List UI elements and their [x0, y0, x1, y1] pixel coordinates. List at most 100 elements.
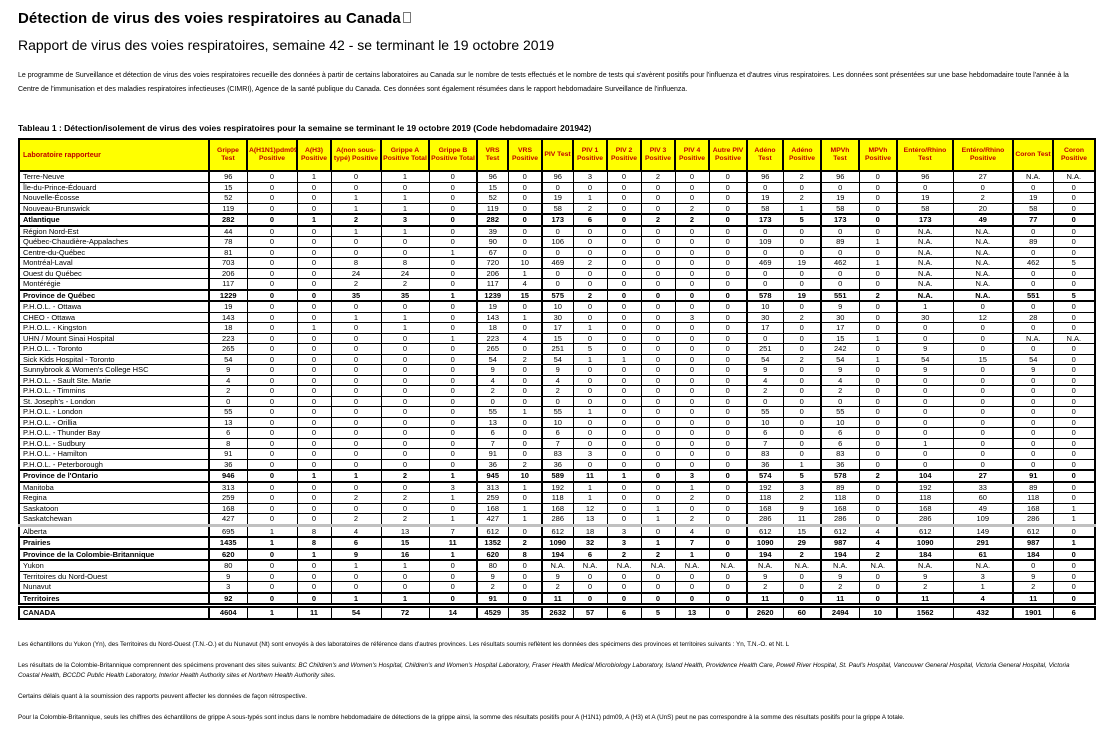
lab-name-cell: Alberta [18, 524, 210, 538]
value-cell: 4604 [208, 603, 248, 620]
value-cell: 36 [476, 458, 509, 471]
value-cell: 2 [208, 385, 248, 397]
value-cell: 0 [782, 332, 822, 344]
value-cell: 0 [640, 343, 676, 355]
value-cell: 72 [380, 603, 430, 620]
value-cell: 11 [746, 591, 784, 607]
value-cell: 0 [708, 267, 748, 279]
value-cell: 2 [782, 547, 822, 561]
value-cell: 0 [1012, 458, 1054, 471]
value-cell: 12 [572, 502, 608, 514]
value-cell: 1 [507, 513, 543, 527]
value-cell: 0 [708, 311, 748, 323]
value-cell: 10 [746, 300, 784, 313]
lab-name-cell: Terre-Neuve [18, 170, 210, 183]
value-cell: 0 [330, 374, 382, 386]
value-cell: 0 [428, 437, 478, 449]
value-cell: 0 [606, 385, 642, 397]
value-cell: 61 [952, 547, 1014, 561]
value-cell: 0 [896, 448, 954, 460]
value-cell: 2 [952, 192, 1014, 204]
value-cell: 987 [820, 536, 860, 550]
value-cell: 168 [746, 502, 784, 514]
value-cell: 0 [507, 343, 543, 355]
value-cell: 4 [746, 374, 784, 386]
value-cell: 0 [428, 202, 478, 215]
value-cell: 0 [708, 524, 748, 538]
value-cell: 0 [296, 225, 332, 237]
value-cell: 0 [674, 170, 710, 183]
value-cell: 96 [476, 170, 509, 183]
value-cell: 11 [428, 536, 478, 550]
value-cell: 0 [296, 591, 332, 607]
table-row: Nunavut 3 0 0 0 0 0 2 0 2 0 0 0 0 0 2 0 2 0 2 1 2 0 [18, 581, 1096, 593]
value-cell: 0 [246, 591, 298, 607]
value-cell: 0 [858, 364, 898, 376]
value-cell: 0 [952, 416, 1014, 428]
value-cell: 575 [541, 288, 574, 302]
value-cell: 0 [674, 353, 710, 365]
value-cell: N.A. [782, 559, 822, 572]
value-cell: N.A. [952, 267, 1014, 279]
value-cell: 168 [820, 502, 860, 514]
value-cell: 90 [476, 236, 509, 248]
virus-detection-table: Laboratoire rapporteur Grippe Test A(H1N1)… [18, 138, 1096, 620]
value-cell: 313 [476, 481, 509, 493]
value-cell: 0 [858, 246, 898, 258]
value-cell: 80 [476, 559, 509, 572]
value-cell: 0 [640, 364, 676, 376]
value-cell: 2 [746, 385, 784, 397]
value-cell: 313 [208, 481, 248, 493]
value-cell: 1 [782, 202, 822, 215]
table-total-row: Territoires 92 0 0 1 1 0 91 0 11 0 0 0 0 0 11 0 11 0 11 4 11 0 [18, 591, 1096, 607]
value-cell: 0 [296, 581, 332, 593]
value-cell: 3 [380, 213, 430, 227]
value-cell: 0 [708, 395, 748, 407]
value-cell: 0 [674, 181, 710, 193]
value-cell: 0 [606, 278, 642, 290]
lab-name-cell: Québec-Chaudière-Appalaches [18, 236, 210, 248]
value-cell: 36 [541, 458, 574, 471]
value-cell: 265 [208, 343, 248, 355]
value-cell: 0 [708, 536, 748, 550]
value-cell: 104 [896, 469, 954, 483]
value-cell: 35 [330, 288, 382, 302]
value-cell: 0 [246, 581, 298, 593]
value-cell: 192 [896, 481, 954, 493]
value-cell: 9 [208, 570, 248, 582]
value-cell: 7 [428, 524, 478, 538]
value-cell: 0 [296, 246, 332, 258]
value-cell: 0 [708, 492, 748, 504]
value-cell: 2 [674, 513, 710, 527]
value-cell: 0 [1012, 416, 1054, 428]
value-cell: 0 [541, 395, 574, 407]
value-cell: 0 [380, 437, 430, 449]
value-cell: 0 [782, 570, 822, 582]
value-cell: 83 [820, 448, 860, 460]
value-cell: 0 [674, 343, 710, 355]
value-cell: 0 [952, 406, 1014, 418]
value-cell: 1 [330, 192, 382, 204]
column-header: PIV 2 Positive [606, 138, 642, 172]
value-cell: 0 [541, 181, 574, 193]
table-row: Centre-du-Québec 81 0 0 0 0 1 67 0 0 0 0 0 0 0 0 0 0 0 N.A.… [18, 246, 1096, 258]
value-cell: 0 [820, 395, 860, 407]
value-cell: 0 [572, 458, 608, 471]
value-cell: 0 [640, 524, 676, 538]
value-cell: 0 [1052, 278, 1096, 290]
value-cell: 0 [640, 581, 676, 593]
value-cell: 2 [782, 311, 822, 323]
value-cell: 5 [572, 343, 608, 355]
value-cell: 0 [640, 278, 676, 290]
value-cell: 0 [606, 170, 642, 183]
value-cell: 9 [1012, 570, 1054, 582]
column-header: PIV Test [541, 138, 574, 172]
value-cell: 0 [1012, 374, 1054, 386]
value-cell: 6 [476, 427, 509, 439]
value-cell: 0 [507, 395, 543, 407]
value-cell: 1 [674, 481, 710, 493]
value-cell: 0 [606, 395, 642, 407]
value-cell: 0 [428, 416, 478, 428]
value-cell: 3 [674, 311, 710, 323]
value-cell: 2 [507, 353, 543, 365]
